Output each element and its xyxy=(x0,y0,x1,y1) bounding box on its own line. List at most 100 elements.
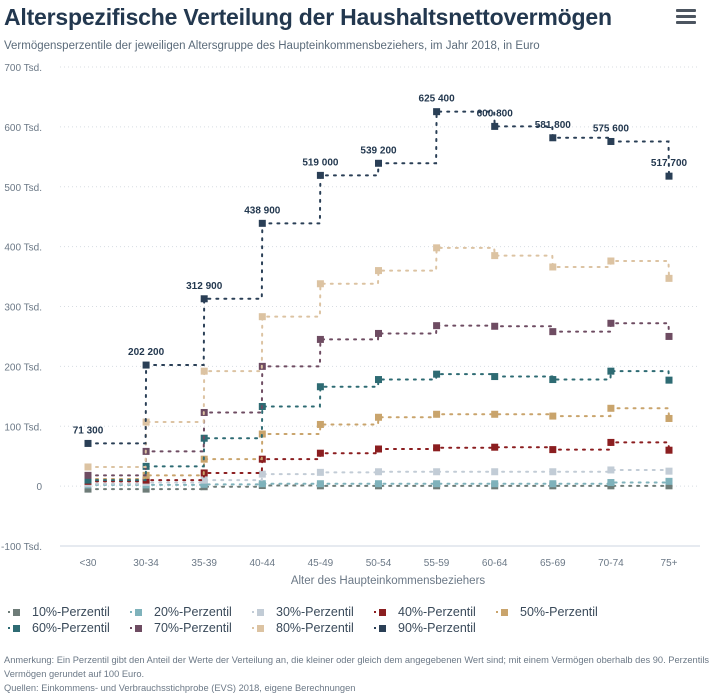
legend-row: 10%-Perzentil 20%-Perzentil 30%-Perzentil 4… xyxy=(8,604,708,620)
data-point xyxy=(316,171,324,179)
y-tick-label: 200 Tsd. xyxy=(4,362,42,373)
data-point xyxy=(200,476,208,484)
x-tick-label: 75+ xyxy=(661,558,678,569)
legend-item[interactable]: 80%-Perzentil xyxy=(252,620,374,636)
data-point xyxy=(433,108,441,116)
data-point xyxy=(258,480,266,488)
data-point xyxy=(549,376,557,384)
x-tick-label: 45-49 xyxy=(308,558,334,569)
data-point xyxy=(549,446,557,454)
data-point xyxy=(549,412,557,420)
series-line xyxy=(87,322,670,477)
series-line xyxy=(87,370,670,482)
data-point xyxy=(665,414,673,422)
legend-marker-icon xyxy=(501,608,508,616)
legend-item[interactable]: 40%-Perzentil xyxy=(374,604,496,620)
x-axis-ticks: <30 30-34 35-39 40-44 45-49 50-54 55-59 60-64 65… xyxy=(80,558,678,569)
legend-item[interactable]: 60%-Perzentil xyxy=(8,620,130,636)
legend-item[interactable]: 10%-Perzentil xyxy=(8,604,130,620)
data-point xyxy=(491,480,499,488)
legend-line-icon xyxy=(8,627,10,629)
y-tick-label: 100 Tsd. xyxy=(4,422,42,433)
data-point xyxy=(258,313,266,321)
series-90-perzentil xyxy=(84,108,673,447)
data-point xyxy=(316,420,324,428)
data-point xyxy=(375,480,382,488)
legend-label: 30%-Perzentil xyxy=(276,605,354,619)
legend-item[interactable]: 90%-Perzentil xyxy=(374,620,496,636)
data-label: 581 800 xyxy=(535,120,572,131)
data-point xyxy=(665,172,673,180)
data-point xyxy=(316,449,324,457)
data-point xyxy=(607,479,615,487)
series-line xyxy=(87,484,670,491)
y-tick-label: 300 Tsd. xyxy=(4,303,42,314)
note-line-2: Vermögen gerundet auf 100 Euro. xyxy=(4,669,145,679)
data-label: 600 800 xyxy=(477,108,514,119)
series-20-perzentil xyxy=(84,477,673,489)
data-point xyxy=(258,430,266,438)
legend-marker-icon xyxy=(257,608,264,616)
data-point xyxy=(433,410,441,418)
series-line xyxy=(87,246,670,468)
data-point xyxy=(200,367,208,375)
hamburger-menu-icon[interactable] xyxy=(676,9,696,25)
chart-plot: -100 Tsd. 0 100 Tsd. 200 Tsd. 300 Tsd. 400 Ts… xyxy=(1,63,700,587)
data-point xyxy=(665,477,673,485)
x-tick-label: 65-69 xyxy=(540,558,566,569)
data-point xyxy=(316,280,324,288)
legend-item[interactable]: 20%-Perzentil xyxy=(130,604,252,620)
legend-item[interactable]: 30%-Perzentil xyxy=(252,604,374,620)
y-tick-label: 700 Tsd. xyxy=(4,63,42,74)
data-point xyxy=(665,274,673,282)
data-point xyxy=(549,134,557,142)
legend-line-icon xyxy=(130,627,132,629)
series-80-perzentil xyxy=(84,244,673,471)
data-point xyxy=(433,322,441,330)
legend-label: 60%-Perzentil xyxy=(32,621,110,635)
footnote: Anmerkung: Ein Perzentil gibt den Anteil… xyxy=(4,653,710,695)
legend-line-icon xyxy=(252,627,254,629)
chart-title: Alterspezifische Verteilung der Haushalt… xyxy=(4,4,612,30)
data-point xyxy=(491,252,499,260)
legend-line-icon xyxy=(8,611,10,613)
legend-marker-icon xyxy=(135,608,142,616)
data-point xyxy=(491,468,499,476)
data-label: 519 000 xyxy=(302,157,339,168)
data-point xyxy=(375,468,382,476)
x-tick-label: 30-34 xyxy=(133,558,159,569)
sources: Quellen: Einkommens- und Verbrauchsstich… xyxy=(4,683,356,693)
data-point xyxy=(142,418,150,426)
data-point xyxy=(200,480,208,488)
legend-line-icon xyxy=(130,611,132,613)
data-point xyxy=(665,482,673,490)
data-point xyxy=(549,468,557,476)
data-point xyxy=(375,329,382,337)
data-point xyxy=(316,335,324,343)
x-tick-label: 60-64 xyxy=(482,558,508,569)
x-tick-label: 50-54 xyxy=(366,558,392,569)
legend-item[interactable]: 70%-Perzentil xyxy=(130,620,252,636)
data-point xyxy=(607,137,615,145)
series-70-perzentil xyxy=(84,319,673,479)
y-tick-label: 500 Tsd. xyxy=(4,183,42,194)
data-point xyxy=(375,445,382,453)
legend-label: 50%-Perzentil xyxy=(520,605,598,619)
legend-marker-icon xyxy=(13,624,20,632)
y-axis-ticks: -100 Tsd. 0 100 Tsd. 200 Tsd. 300 Tsd. 400 Ts… xyxy=(1,63,42,553)
data-point xyxy=(84,485,92,493)
data-point xyxy=(549,328,557,336)
legend-label: 80%-Perzentil xyxy=(276,621,354,635)
data-labels: 71 300 202 200 312 900 438 900 519 000 539 20… xyxy=(73,94,688,437)
data-point xyxy=(665,376,673,384)
data-label: 312 900 xyxy=(186,281,223,292)
x-axis-title: Alter des Haupteinkommensbeziehers xyxy=(291,575,486,587)
data-point xyxy=(433,370,441,378)
data-point xyxy=(433,444,441,452)
legend-item[interactable]: 50%-Perzentil xyxy=(496,604,618,620)
data-point xyxy=(607,257,615,265)
data-label: 575 600 xyxy=(593,123,630,134)
data-point xyxy=(433,244,441,252)
data-point xyxy=(84,471,92,479)
legend-line-icon xyxy=(374,611,376,613)
